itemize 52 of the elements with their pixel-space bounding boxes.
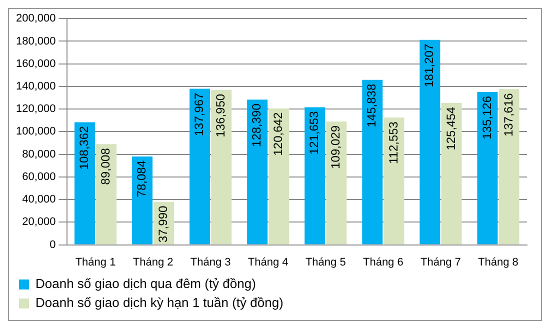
y-tick-label: 0 (50, 238, 56, 251)
bar (190, 88, 210, 244)
data-label: 181,207 (422, 44, 436, 88)
legend-label: Doanh số giao dịch qua đêm (tỷ đồng) (36, 276, 256, 292)
y-tick-label: 140,000 (16, 80, 56, 92)
bar (74, 122, 95, 244)
x-tick-label: Tháng 8 (478, 256, 518, 268)
y-tick-label: 180,000 (16, 35, 56, 48)
x-tick-label: Tháng 6 (362, 256, 404, 268)
y-tick-label: 160,000 (16, 58, 56, 70)
x-tick-label: Tháng 4 (248, 256, 288, 268)
data-label: 137,967 (192, 92, 206, 136)
bar (477, 92, 498, 244)
data-label: 120,642 (271, 112, 286, 156)
x-tick-label: Tháng 1 (75, 256, 116, 268)
y-tick-label: 20,000 (22, 216, 56, 228)
data-label: 145,838 (364, 84, 379, 128)
bar (211, 90, 232, 244)
bar (362, 80, 383, 244)
data-label: 78,084 (134, 160, 149, 198)
data-label: 125,454 (444, 106, 458, 150)
bar (384, 118, 404, 244)
bar (247, 100, 268, 244)
x-tick-label: Tháng 2 (132, 256, 174, 268)
x-tick-label: Tháng 3 (190, 256, 231, 268)
bar (304, 107, 326, 244)
data-label: 135,126 (480, 96, 494, 140)
data-label: 137,616 (501, 92, 516, 137)
y-tick-label: 40,000 (22, 194, 56, 206)
x-tick-label: Tháng 5 (305, 256, 346, 268)
data-label: 109,029 (328, 125, 343, 169)
data-label: 108,362 (77, 126, 92, 170)
bar (420, 40, 440, 244)
y-tick-label: 100,000 (16, 126, 56, 138)
y-tick-label: 80,000 (22, 148, 56, 160)
bar (498, 89, 520, 244)
data-label: 128,390 (250, 103, 264, 147)
data-label: 136,950 (214, 94, 228, 138)
x-tick-label: Tháng 7 (420, 256, 461, 268)
bar (96, 144, 117, 244)
data-label: 37,990 (156, 206, 170, 243)
y-tick-label: 200,000 (16, 12, 56, 25)
legend-label: Doanh số giao dịch kỳ hạn 1 tuần (tỷ đồng) (36, 295, 284, 310)
data-label: 121,653 (307, 110, 322, 155)
bar (132, 156, 153, 244)
bar (441, 102, 462, 244)
data-label: 89,008 (98, 148, 113, 185)
data-label: 112,553 (386, 121, 400, 164)
y-tick-label: 60,000 (22, 170, 56, 183)
bar (326, 121, 347, 244)
bar (268, 108, 290, 244)
y-tick-label: 120,000 (16, 103, 56, 116)
